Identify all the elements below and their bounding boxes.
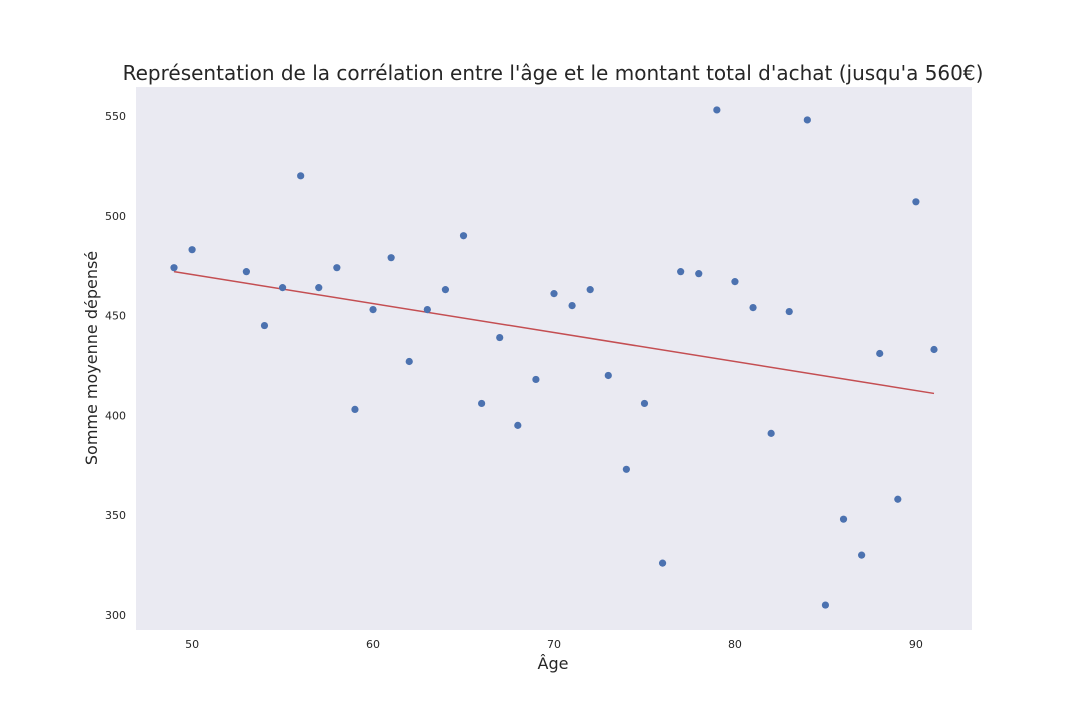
data-point bbox=[803, 116, 811, 124]
data-point bbox=[423, 305, 431, 314]
plot-area bbox=[136, 87, 972, 630]
data-point bbox=[297, 172, 305, 180]
data-point bbox=[839, 515, 848, 523]
data-point bbox=[568, 301, 576, 310]
data-point bbox=[767, 429, 775, 437]
data-point bbox=[731, 278, 739, 286]
data-point bbox=[930, 345, 938, 354]
y-tick-label: 550 bbox=[105, 110, 126, 123]
data-point bbox=[514, 421, 522, 429]
data-point bbox=[749, 303, 757, 312]
chart-title: Représentation de la corrélation entre l… bbox=[123, 61, 984, 85]
data-point bbox=[604, 371, 612, 380]
data-point bbox=[170, 264, 178, 272]
x-tick-label: 90 bbox=[909, 638, 923, 651]
data-point bbox=[441, 286, 450, 294]
y-axis-label: Somme moyenne dépensé bbox=[82, 251, 101, 465]
data-point bbox=[876, 349, 884, 358]
y-axis-ticks: 300 350 400 450 500 550 bbox=[105, 110, 126, 622]
data-point bbox=[478, 399, 486, 408]
data-point bbox=[677, 268, 685, 276]
y-tick-label: 500 bbox=[105, 210, 126, 223]
x-tick-label: 80 bbox=[728, 638, 742, 651]
data-point bbox=[622, 465, 630, 473]
data-point bbox=[459, 232, 468, 240]
data-point bbox=[387, 254, 395, 262]
regression-line bbox=[173, 270, 935, 395]
data-point bbox=[912, 198, 920, 206]
data-point bbox=[894, 495, 902, 503]
data-point bbox=[858, 551, 866, 559]
data-point bbox=[260, 321, 269, 330]
data-point bbox=[333, 264, 341, 272]
x-axis-ticks: 50 60 70 80 90 bbox=[185, 638, 923, 651]
x-tick-label: 60 bbox=[366, 638, 380, 651]
data-point bbox=[785, 307, 793, 316]
data-point bbox=[278, 284, 287, 292]
data-point bbox=[188, 246, 196, 254]
x-tick-label: 70 bbox=[547, 638, 561, 651]
data-point bbox=[550, 290, 558, 298]
data-point bbox=[695, 270, 703, 278]
data-point bbox=[821, 601, 830, 609]
data-point bbox=[242, 268, 250, 276]
y-tick-label: 400 bbox=[105, 409, 126, 422]
data-point bbox=[496, 333, 504, 342]
y-tick-label: 450 bbox=[105, 310, 126, 323]
data-point bbox=[658, 559, 667, 567]
x-axis-label: Âge bbox=[538, 654, 569, 673]
data-point bbox=[586, 286, 594, 294]
data-point bbox=[351, 405, 359, 414]
x-tick-label: 50 bbox=[185, 638, 199, 651]
data-point bbox=[405, 357, 413, 366]
data-point bbox=[640, 399, 649, 408]
data-point bbox=[532, 375, 540, 384]
data-point bbox=[315, 284, 323, 292]
data-point bbox=[369, 305, 377, 314]
y-tick-label: 350 bbox=[105, 509, 126, 522]
data-point bbox=[713, 106, 721, 114]
y-tick-label: 300 bbox=[105, 609, 126, 622]
data-marks bbox=[170, 106, 938, 609]
